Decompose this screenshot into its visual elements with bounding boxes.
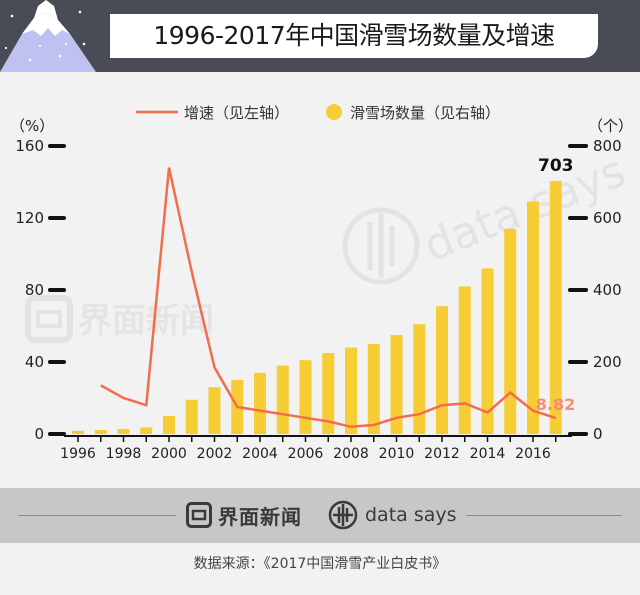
watermark-datasays: data says [342, 146, 633, 285]
bar-2004 [254, 372, 266, 434]
bar-1997 [94, 430, 107, 434]
left-axis-unit: （%） [10, 117, 54, 135]
title-box: 1996-2017年中国滑雪场数量及增速 [110, 14, 598, 58]
right-axis-tick-label: 400 [593, 281, 622, 299]
datasays-logo-text: data says [365, 504, 457, 526]
watermark-jiemian: 界面新闻 [25, 295, 214, 343]
bar-2005 [276, 365, 289, 434]
x-axis-tick-label: 2008 [333, 446, 369, 462]
data-source: 数据来源：《2017中国滑雪产业白皮书》 [193, 556, 447, 572]
bar-2011 [413, 324, 426, 434]
left-axis-tick-label: 40 [25, 353, 44, 371]
bar-last-value-label: 703 [538, 156, 574, 176]
legend-bar-label: 滑雪场数量（见右轴） [350, 104, 500, 122]
legend: 增速（见左轴） 滑雪场数量（见右轴） [136, 104, 500, 122]
x-axis-tick-label: 2014 [470, 446, 506, 462]
left-axis-tick-label: 80 [25, 281, 44, 299]
right-axis-unit: （个） [588, 117, 633, 135]
bar-2013 [458, 286, 471, 434]
bar-2008 [345, 347, 357, 434]
bar-2007 [322, 353, 335, 434]
bar-2010 [390, 335, 403, 434]
bar-2001 [185, 399, 198, 434]
bar-1996 [72, 430, 84, 434]
x-axis-tick-label: 2012 [424, 446, 460, 462]
right-axis-tick-label: 600 [593, 209, 622, 227]
legend-bar-marker [326, 104, 342, 120]
jiemian-logo-icon [186, 502, 212, 528]
bar-2000 [163, 416, 175, 434]
right-axis-tick-label: 0 [593, 425, 603, 443]
line-last-value-label: 8.82 [536, 395, 575, 414]
x-axis-tick-label: 2010 [379, 446, 415, 462]
left-axis-tick-label: 120 [15, 209, 44, 227]
bar-2016 [527, 201, 539, 434]
header: 1996-2017年中国滑雪场数量及增速 [0, 0, 640, 72]
bar-2006 [299, 360, 312, 434]
x-axis-tick-label: 1996 [60, 446, 96, 462]
bar-2015 [504, 228, 517, 434]
left-axis-tick-label: 0 [34, 425, 44, 443]
x-axis-tick-label: 1998 [106, 446, 142, 462]
left-axis-tick-label: 160 [15, 137, 44, 155]
datasays-logo: data says [328, 498, 457, 532]
legend-line-label: 增速（见左轴） [184, 104, 289, 122]
svg-text:界面新闻: 界面新闻 [78, 301, 214, 341]
bar-1999 [140, 427, 153, 434]
bar-2002 [208, 387, 221, 434]
chart-title: 1996-2017年中国滑雪场数量及增速 [153, 21, 555, 50]
bar-series [72, 180, 562, 434]
bar-1998 [117, 428, 130, 434]
footer-divider-right [466, 515, 622, 516]
chart: 界面新闻 data says 增速（见左轴） 滑雪场数量（见右轴） （%） （个… [10, 104, 633, 462]
right-axis: 0 200 400 600 800 [568, 137, 622, 443]
bar-2014 [481, 268, 494, 434]
jiemian-logo: 界面新闻 [186, 498, 302, 532]
footer-divider-left [18, 515, 176, 516]
x-axis-tick-label: 2002 [197, 446, 233, 462]
footer-band: 界面新闻 data says [0, 488, 640, 543]
left-axis: 0 40 80 120 160 [15, 137, 66, 443]
bar-2012 [436, 306, 448, 434]
x-axis-tick-label: 2004 [242, 446, 278, 462]
jiemian-logo-text: 界面新闻 [218, 504, 302, 529]
x-axis: 1996 1998 2000 2002 2004 2006 2008 2010 2012 2014… [60, 435, 572, 462]
x-axis-tick-label: 2006 [288, 446, 324, 462]
x-axis-tick-label: 2016 [515, 446, 551, 462]
datasays-logo-icon [328, 500, 358, 530]
right-axis-tick-label: 800 [593, 137, 622, 155]
x-axis-tick-label: 2000 [151, 446, 187, 462]
right-axis-tick-label: 200 [593, 353, 622, 371]
snow-mountain-icon [0, 0, 96, 72]
bar-2009 [367, 344, 380, 434]
line-series [100, 167, 557, 429]
growth-rate-line [100, 167, 557, 429]
bar-2017 [549, 180, 562, 434]
